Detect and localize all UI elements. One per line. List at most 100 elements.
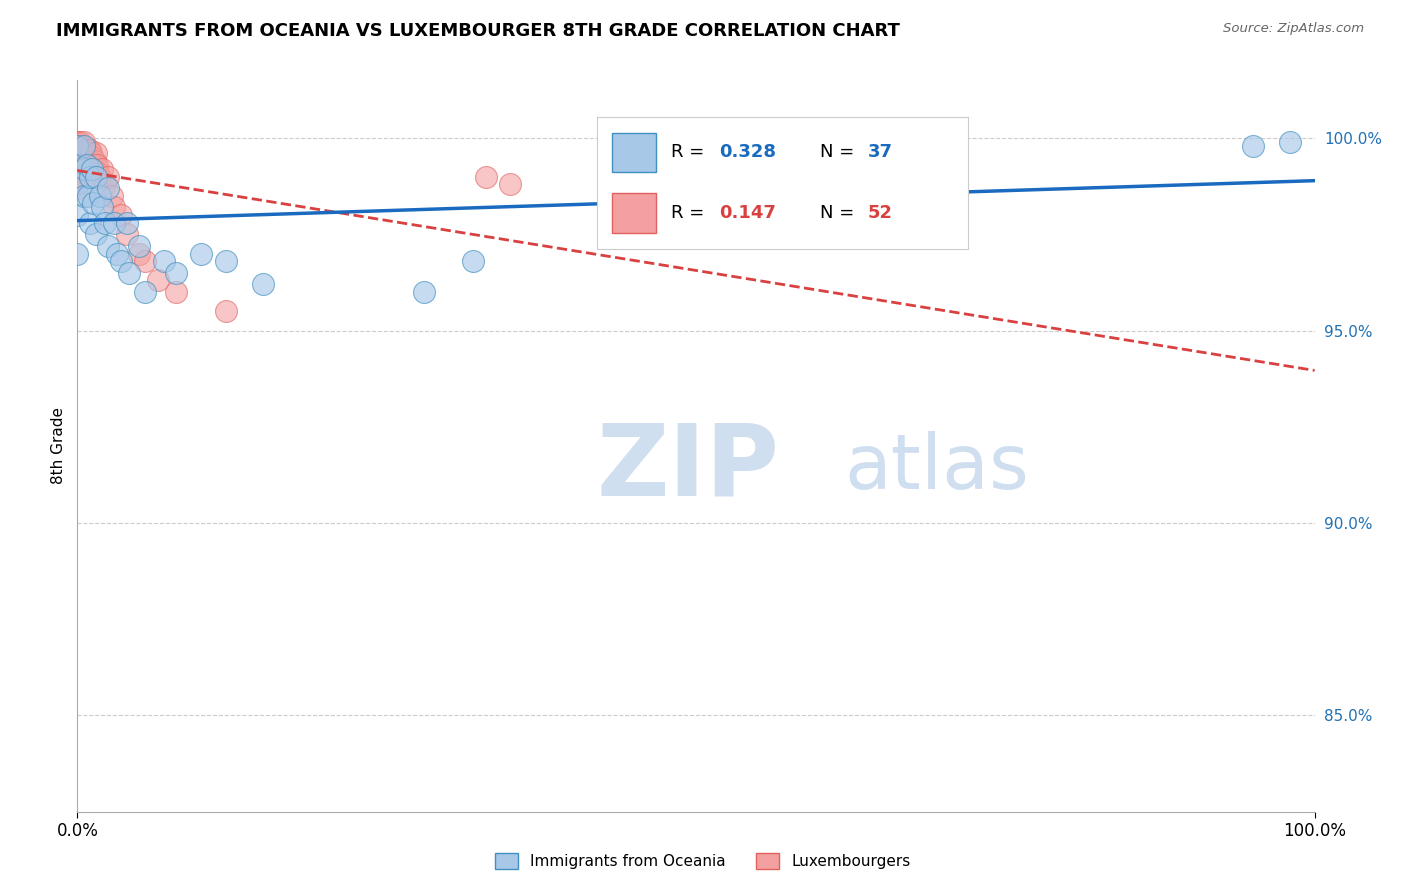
Point <box>153 254 176 268</box>
Point <box>118 266 141 280</box>
Point <box>66 143 89 157</box>
Point <box>66 178 89 192</box>
Point <box>115 216 138 230</box>
Point <box>66 158 89 172</box>
Text: 37: 37 <box>868 144 893 161</box>
Text: N =: N = <box>820 144 859 161</box>
Point <box>66 138 89 153</box>
Point <box>97 239 120 253</box>
Point <box>134 285 156 299</box>
Point <box>128 246 150 260</box>
Point <box>252 277 274 292</box>
Legend: Immigrants from Oceania, Luxembourgers: Immigrants from Oceania, Luxembourgers <box>489 847 917 875</box>
Point <box>128 239 150 253</box>
Point <box>76 158 98 172</box>
Point <box>89 169 111 184</box>
Point <box>134 254 156 268</box>
Point <box>72 188 94 202</box>
Point <box>66 138 89 153</box>
Point <box>66 143 89 157</box>
Point <box>91 161 114 176</box>
Text: R =: R = <box>671 144 710 161</box>
Point <box>110 254 132 268</box>
FancyBboxPatch shape <box>612 194 657 233</box>
Point <box>66 169 89 184</box>
Point <box>165 285 187 299</box>
Text: ZIP: ZIP <box>598 419 780 516</box>
Point <box>215 254 238 268</box>
Point <box>110 208 132 222</box>
Point <box>190 246 212 260</box>
Point <box>66 135 89 149</box>
Text: R =: R = <box>671 204 710 222</box>
Point <box>79 169 101 184</box>
Point <box>84 227 107 242</box>
Point <box>66 150 89 164</box>
Point <box>84 146 107 161</box>
Point <box>412 285 434 299</box>
Point <box>105 246 128 260</box>
Point <box>70 138 93 153</box>
Y-axis label: 8th Grade: 8th Grade <box>51 408 66 484</box>
Text: atlas: atlas <box>845 431 1029 505</box>
Point <box>82 196 104 211</box>
Text: 0.328: 0.328 <box>720 144 776 161</box>
Point <box>474 169 496 184</box>
Point <box>69 150 91 164</box>
Point <box>80 146 103 161</box>
Point <box>97 169 120 184</box>
Point <box>66 135 89 149</box>
Point <box>93 178 115 192</box>
Point <box>72 161 94 176</box>
Point <box>79 143 101 157</box>
Point <box>66 208 89 222</box>
Point <box>82 161 104 176</box>
Point <box>82 150 104 164</box>
Text: Source: ZipAtlas.com: Source: ZipAtlas.com <box>1223 22 1364 36</box>
Point <box>1241 138 1264 153</box>
Point <box>89 188 111 202</box>
Text: N =: N = <box>820 204 859 222</box>
Point <box>66 138 89 153</box>
Point <box>72 138 94 153</box>
Point <box>66 154 89 169</box>
Point <box>103 216 125 230</box>
Point <box>73 143 96 157</box>
Point <box>75 146 97 161</box>
Point <box>463 254 485 268</box>
Point <box>165 266 187 280</box>
Point <box>215 304 238 318</box>
Point <box>77 150 100 164</box>
Point <box>66 150 89 164</box>
Point <box>79 154 101 169</box>
Point <box>66 146 89 161</box>
Point <box>1278 135 1301 149</box>
Point <box>66 161 89 176</box>
Point <box>84 169 107 184</box>
Point <box>101 188 124 202</box>
Point <box>66 146 89 161</box>
Point <box>103 200 125 214</box>
Text: IMMIGRANTS FROM OCEANIA VS LUXEMBOURGER 8TH GRADE CORRELATION CHART: IMMIGRANTS FROM OCEANIA VS LUXEMBOURGER … <box>56 22 900 40</box>
Point <box>87 166 110 180</box>
Point <box>93 216 115 230</box>
Point <box>83 154 105 169</box>
Point <box>69 135 91 149</box>
Point <box>146 273 169 287</box>
Point <box>79 216 101 230</box>
Point <box>66 178 89 192</box>
Point <box>499 178 522 192</box>
Point <box>82 158 104 172</box>
Text: 0.147: 0.147 <box>720 204 776 222</box>
FancyBboxPatch shape <box>612 133 657 172</box>
Text: 52: 52 <box>868 204 893 222</box>
Point <box>115 227 138 242</box>
Point <box>66 246 89 260</box>
Point <box>91 200 114 214</box>
Point <box>66 166 89 180</box>
Point <box>66 181 89 195</box>
Point <box>86 158 108 172</box>
Point <box>77 188 100 202</box>
Point <box>72 150 94 164</box>
Point <box>97 181 120 195</box>
